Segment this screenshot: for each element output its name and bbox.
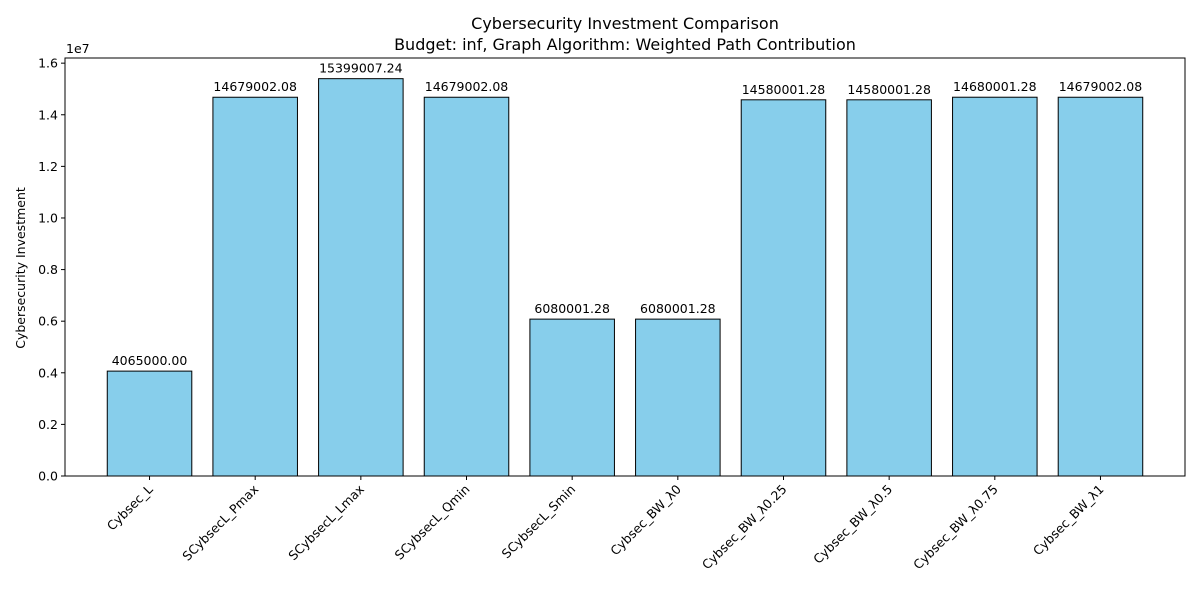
bar-value-label: 6080001.28 xyxy=(534,301,610,316)
plot-area: 4065000.00 Cybsec_L 14679002.08 SCybsecL_Pm… xyxy=(38,56,1186,573)
bar-value-label: 14679002.08 xyxy=(425,79,509,94)
bar-value-label: 15399007.24 xyxy=(319,61,403,76)
plot-frame xyxy=(64,57,1186,477)
bar-6 xyxy=(635,318,721,477)
bar-3 xyxy=(318,78,404,477)
y-tick-label: 0.2 xyxy=(38,417,58,432)
y-tick-label: 1.2 xyxy=(38,159,58,174)
bar-10 xyxy=(1057,96,1144,477)
bar-value-label: 6080001.28 xyxy=(640,301,716,316)
bar-9 xyxy=(952,96,1038,477)
bar-2 xyxy=(212,96,298,477)
x-tick-label: SCybsecL_Smin xyxy=(499,482,579,562)
bar-value-label: 14580001.28 xyxy=(847,82,931,97)
y-tick-label: 0.0 xyxy=(38,469,58,484)
bar-value-label: 14580001.28 xyxy=(742,82,826,97)
x-tick-label: Cybsec_BW_λ0.75 xyxy=(910,482,1001,573)
y-axis-label: Cybersecurity Investment xyxy=(13,187,28,349)
x-tick-label: Cybsec_BW_λ0 xyxy=(607,481,684,558)
bar-5 xyxy=(529,318,615,477)
x-tick-label: SCybsecL_Lmax xyxy=(285,482,367,564)
bar-value-label: 14679002.08 xyxy=(213,79,297,94)
bar-8 xyxy=(846,99,932,477)
y-tick-label: 0.6 xyxy=(38,314,58,329)
y-tick-label: 1.4 xyxy=(38,107,58,122)
chart-title: Cybersecurity Investment Comparison xyxy=(471,14,779,33)
bar-1 xyxy=(106,370,193,477)
bar-value-label: 14679002.08 xyxy=(1059,79,1143,94)
x-tick-label: Cybsec_BW_λ0.5 xyxy=(810,482,895,567)
bar-7 xyxy=(740,99,827,477)
bar-value-label: 4065000.00 xyxy=(112,353,188,368)
bar-value-label: 14680001.28 xyxy=(953,79,1037,94)
x-tick-label: SCybsecL_Qmin xyxy=(392,482,473,563)
y-tick-label: 0.4 xyxy=(38,365,58,380)
x-tick-label: Cybsec_BW_λ1 xyxy=(1030,482,1107,559)
y-tick-label: 1.6 xyxy=(38,56,58,71)
y-tick-label: 1.0 xyxy=(38,210,58,225)
x-tick-label: SCybsecL_Pmax xyxy=(179,482,261,564)
y-tick-label: 0.8 xyxy=(38,262,58,277)
x-tick-label: Cybsec_L xyxy=(104,481,156,533)
x-tick-label: Cybsec_BW_λ0.25 xyxy=(699,482,790,573)
bar-4 xyxy=(423,96,510,477)
y-axis-scale-label: 1e7 xyxy=(66,41,90,56)
chart-subtitle: Budget: inf, Graph Algorithm: Weighted P… xyxy=(394,35,856,54)
